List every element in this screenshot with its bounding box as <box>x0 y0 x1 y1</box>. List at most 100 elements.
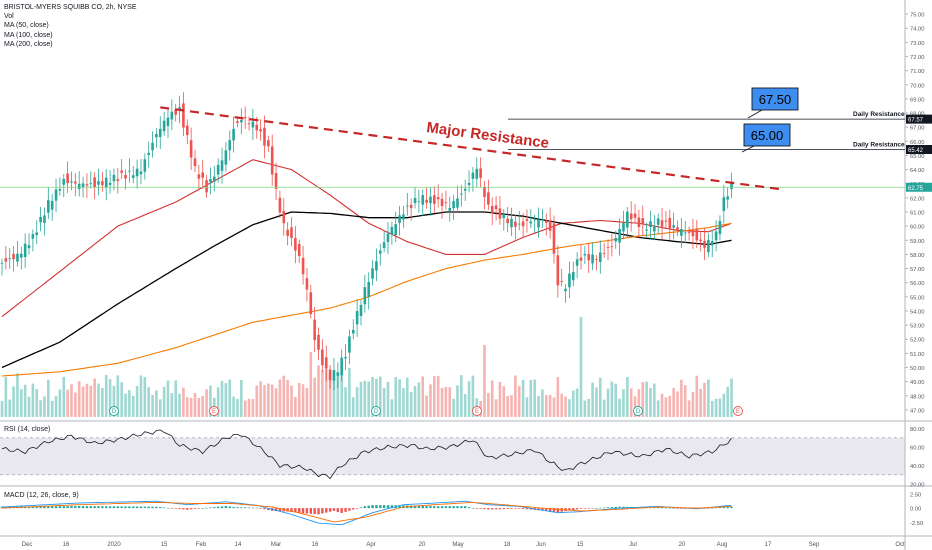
time-axis-label: Oct <box>895 542 905 548</box>
candle-body <box>494 205 498 210</box>
volume-bar <box>463 394 467 417</box>
price-tick-label: 57.00 <box>910 267 925 273</box>
volume-bar <box>710 400 714 417</box>
earnings-marker[interactable] <box>733 406 743 416</box>
candle-body <box>332 370 336 381</box>
volume-bar <box>641 382 645 417</box>
candle-body <box>27 245 31 249</box>
macd-histogram-bar <box>81 506 85 509</box>
drawing-overlay[interactable]: Major Resistance Daily Resistance Daily Re… <box>0 87 905 416</box>
candle-body <box>676 227 679 231</box>
candle-body <box>189 140 193 158</box>
price-tag-label: 67.57 <box>908 118 924 124</box>
earnings-marker[interactable] <box>209 406 219 416</box>
macd-histogram-bar <box>494 508 498 510</box>
dividend-marker[interactable] <box>371 406 381 416</box>
macd-histogram-bar <box>479 508 482 509</box>
volume-bar <box>54 396 58 417</box>
macd-histogram-bar <box>93 506 96 509</box>
volume-bar <box>375 378 378 417</box>
macd-histogram-bar <box>444 506 448 509</box>
candle-body <box>541 219 544 221</box>
dividend-marker[interactable] <box>109 406 119 416</box>
candle-body <box>197 174 201 179</box>
macd-histogram-bar <box>159 507 162 509</box>
candle-body <box>390 226 394 235</box>
volume-bar <box>70 384 73 417</box>
candle-body <box>672 225 675 228</box>
macd-histogram-bar <box>74 506 77 509</box>
volume-bar <box>31 383 35 417</box>
candle-body <box>305 278 309 290</box>
event-marker-label: E <box>736 409 740 415</box>
volume-bar <box>220 380 224 417</box>
time-axis-label: 15 <box>161 542 168 548</box>
candle-body <box>583 253 587 256</box>
candle-body <box>39 216 42 223</box>
macd-histogram-bar <box>672 507 675 509</box>
volume-bar <box>128 390 131 417</box>
event-marker-label: E <box>475 409 479 415</box>
volume-bar <box>359 381 363 417</box>
macd-histogram-bar <box>448 506 451 509</box>
time-axis-label: 16 <box>63 542 70 548</box>
major-resistance-trendline[interactable] <box>160 106 782 191</box>
price-tick-label: 74.00 <box>910 27 925 33</box>
volume-bar <box>205 389 208 417</box>
price-callout-box[interactable] <box>743 123 791 147</box>
candle-body <box>213 176 216 182</box>
macd-histogram-bar <box>135 506 139 509</box>
rsi-pane[interactable] <box>0 429 905 480</box>
candle-body <box>321 349 324 366</box>
macd-histogram-bar <box>622 506 625 509</box>
price-pane[interactable] <box>0 92 733 417</box>
macd-histogram-bar <box>591 508 594 509</box>
legend-ma50: MA (50, close) <box>4 22 49 30</box>
volume-bar <box>664 397 668 417</box>
volume-bar <box>77 381 81 417</box>
candle-body <box>629 213 633 220</box>
macd-histogram-bar <box>274 508 278 512</box>
candle-body <box>108 182 112 185</box>
candle-body <box>162 120 166 132</box>
macd-histogram-bar <box>668 507 671 509</box>
candle-body <box>637 217 641 227</box>
candle-body <box>556 255 560 286</box>
volume-bar <box>695 375 699 417</box>
candle-body <box>726 196 729 200</box>
candle-body <box>722 197 726 211</box>
candle-body <box>429 196 432 204</box>
candle-body <box>710 241 714 246</box>
volume-bar <box>39 400 42 417</box>
candle-body <box>660 220 664 227</box>
candle-body <box>139 171 143 175</box>
time-axis-label: 14 <box>235 542 242 548</box>
candle-body <box>587 254 591 261</box>
volume-bar <box>351 397 355 417</box>
macd-histogram-bar <box>421 505 424 509</box>
macd-histogram-bar <box>657 507 660 509</box>
price-callout-box[interactable] <box>751 87 799 111</box>
price-tick-label: 49.00 <box>910 380 925 386</box>
candle-body <box>695 229 699 241</box>
candle-body <box>421 195 425 205</box>
candle-body <box>614 237 618 242</box>
price-tick-label: 73.00 <box>910 41 925 47</box>
volume-bar <box>174 380 177 417</box>
candle-body <box>290 227 293 239</box>
symbol-title: BRISTOL-MYERS SQUIBB CO, 2h, NYSE <box>4 4 137 11</box>
macd-histogram-bar <box>328 508 332 512</box>
candle-body <box>440 198 444 207</box>
volume-bar <box>602 399 606 417</box>
macd-histogram-bar <box>606 507 610 509</box>
macd-histogram-bar <box>572 508 575 510</box>
callout-pointer <box>741 145 755 153</box>
candle-body <box>85 184 89 186</box>
macd-histogram-bar <box>228 506 231 509</box>
candle-body <box>514 221 517 227</box>
macd-pane[interactable] <box>0 500 733 526</box>
dividend-marker[interactable] <box>633 406 643 416</box>
earnings-marker[interactable] <box>472 406 482 416</box>
candle-body <box>579 257 583 261</box>
